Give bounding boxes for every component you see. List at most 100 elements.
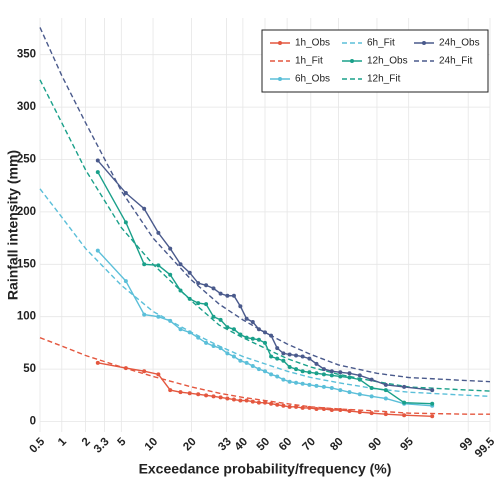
series-line [39, 27, 491, 383]
y-tick-label: 250 [17, 154, 36, 166]
legend-label: 6h_Obs [295, 74, 330, 85]
point [269, 401, 274, 406]
point [123, 220, 128, 225]
x-tick-label: 80 [328, 436, 346, 454]
legend-label: 24h_Fit [439, 56, 473, 67]
point [196, 281, 201, 286]
point [156, 263, 161, 268]
point [369, 385, 374, 390]
x-tick-label: 1 [56, 435, 69, 448]
y-tick-label: 150 [17, 258, 36, 270]
point [430, 401, 435, 406]
point [307, 382, 312, 387]
point [347, 371, 352, 376]
point [250, 363, 255, 368]
point [314, 361, 319, 366]
point [238, 358, 243, 363]
point [211, 314, 216, 319]
point [369, 411, 374, 416]
point [204, 340, 209, 345]
point [430, 388, 435, 393]
point [300, 354, 305, 359]
point [244, 360, 249, 365]
point [231, 354, 236, 359]
x-tick-label: 33 [216, 436, 234, 454]
point [244, 316, 249, 321]
point [281, 351, 286, 356]
y-tick-label: 350 [17, 49, 36, 61]
point [225, 293, 230, 298]
legend-label: 12h_Obs [367, 56, 408, 67]
point [211, 394, 216, 399]
point [402, 413, 407, 418]
point [156, 230, 161, 235]
legend-box [261, 29, 489, 93]
point [250, 399, 255, 404]
point [338, 374, 343, 379]
point [263, 400, 267, 405]
point [238, 398, 243, 403]
point [338, 370, 343, 375]
point [338, 407, 343, 412]
point [156, 314, 161, 319]
point [314, 406, 319, 411]
x-tick-label: 60 [277, 436, 295, 454]
legend-label: 1h_Obs [295, 38, 330, 49]
point [275, 402, 280, 407]
x-tick-label: 0.5 [27, 435, 47, 455]
point [263, 340, 267, 345]
y-tick-label: 0 [30, 416, 36, 428]
point [369, 377, 374, 382]
y-tick-label: 100 [17, 311, 36, 323]
point [357, 410, 362, 415]
point [275, 346, 280, 351]
point [95, 360, 100, 365]
point [281, 358, 286, 363]
point [211, 286, 216, 291]
point [383, 396, 388, 401]
x-tick-label: 40 [233, 436, 251, 454]
point [218, 395, 223, 400]
x-tick-label: 99.5 [473, 435, 498, 460]
point [307, 356, 312, 361]
legend-marker [422, 41, 426, 45]
y-axis-title: Rainfall intensity (mm) [5, 150, 21, 300]
point [357, 373, 362, 378]
point [275, 356, 280, 361]
point [231, 397, 236, 402]
x-axis-title: Exceedance probability/frequency (%) [139, 461, 392, 477]
point [231, 327, 236, 332]
point [168, 388, 173, 393]
point [383, 382, 388, 387]
point [314, 371, 319, 376]
point [357, 392, 362, 397]
point [211, 344, 216, 349]
point [294, 404, 299, 409]
legend-label: 1h_Fit [295, 56, 323, 67]
x-tick-label: 10 [143, 436, 161, 454]
legend-label: 12h_Fit [367, 74, 401, 85]
point [187, 391, 192, 396]
point [338, 388, 343, 393]
point [287, 352, 292, 357]
point [314, 383, 319, 388]
point [225, 351, 230, 356]
point [196, 392, 201, 397]
point [329, 385, 334, 390]
point [281, 403, 286, 408]
x-tick-label: 3.3 [92, 436, 112, 456]
point [281, 377, 286, 382]
point [196, 301, 201, 306]
point [95, 170, 100, 175]
point [168, 246, 173, 251]
series-line [39, 188, 491, 398]
legend-label: 24h_Obs [439, 38, 480, 49]
point [287, 404, 292, 409]
point [204, 302, 209, 307]
point [321, 372, 326, 377]
y-tick-label: 300 [17, 101, 36, 113]
point [142, 262, 147, 267]
point [225, 396, 230, 401]
point [250, 336, 255, 341]
